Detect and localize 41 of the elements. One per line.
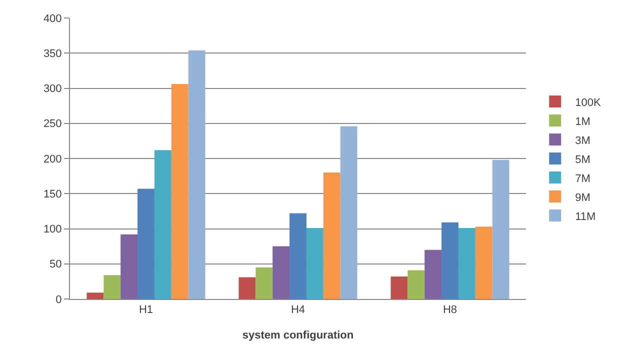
- bar: [442, 222, 458, 299]
- bar: [306, 228, 324, 299]
- bar: [188, 50, 206, 299]
- bar: [290, 213, 306, 299]
- bar: [272, 246, 290, 299]
- legend-label: 3M: [575, 134, 590, 147]
- y-tick-label: 150: [43, 188, 62, 200]
- legend-label: 100K: [575, 96, 602, 109]
- bar: [104, 275, 121, 299]
- legend-label: 5M: [575, 154, 590, 166]
- x-axis-title: system configuration: [242, 329, 354, 342]
- y-tick-label: 200: [43, 153, 62, 166]
- bar: [458, 228, 476, 299]
- bar: [340, 126, 358, 299]
- bar: [154, 150, 172, 299]
- bar: [475, 226, 492, 299]
- y-tick-label: 250: [43, 118, 62, 130]
- legend-label: 7M: [575, 172, 590, 185]
- legend-label: 1M: [575, 116, 590, 128]
- bar: [390, 276, 408, 299]
- bar: [86, 292, 104, 299]
- bar: [408, 270, 425, 299]
- y-tick-label: 100: [43, 224, 62, 236]
- y-tick-label: 400: [43, 12, 62, 25]
- x-tick-label: H8: [442, 304, 458, 316]
- y-tick-label: 300: [43, 83, 62, 96]
- legend-label: 9M: [575, 192, 590, 204]
- bar: [323, 172, 340, 299]
- y-tick-label: 350: [43, 48, 62, 60]
- bar: [138, 188, 154, 299]
- bar: [256, 267, 273, 299]
- x-tick-label: H4: [290, 304, 306, 316]
- bar: [238, 277, 256, 299]
- bar: [492, 160, 510, 299]
- bar: [171, 84, 188, 299]
- legend-label: 11M: [575, 210, 596, 223]
- bar: [120, 234, 138, 299]
- x-tick-label: H1: [138, 304, 154, 316]
- y-tick-label: 50: [50, 258, 62, 271]
- y-tick-label: 0: [56, 294, 62, 306]
- bar: [424, 250, 442, 299]
